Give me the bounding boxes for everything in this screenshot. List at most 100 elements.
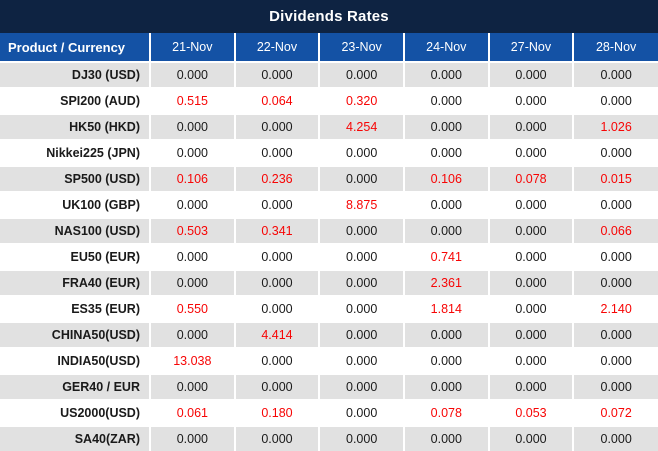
rate-cell: 0.320 [318, 87, 405, 115]
rate-cell: 0.000 [318, 165, 405, 193]
rate-cell: 0.000 [487, 269, 575, 297]
table-body: DJ30 (USD) 0.000 0.000 0.000 0.000 0.000 0.000… [0, 61, 658, 451]
product-currency-header: Product / Currency [0, 33, 151, 63]
product-label: SA40(ZAR) [0, 425, 151, 451]
rate-cell: 0.000 [572, 139, 658, 167]
rate-cell: 0.180 [233, 399, 321, 427]
rate-cell: 0.061 [149, 399, 236, 427]
rate-cell: 0.000 [233, 347, 321, 375]
rate-cell: 0.515 [149, 87, 236, 115]
rate-cell: 0.000 [149, 425, 236, 451]
rate-cell: 0.000 [572, 269, 658, 297]
table-row: GER40 / EUR 0.000 0.000 0.000 0.000 0.000 0.00… [0, 373, 658, 401]
product-label: GER40 / EUR [0, 373, 151, 401]
rate-cell: 0.000 [402, 217, 490, 245]
rate-cell: 0.000 [487, 61, 575, 89]
page-title-text: Dividends Rates [269, 8, 389, 25]
rate-cell: 0.000 [318, 399, 405, 427]
date-header: 21-Nov [149, 33, 236, 63]
rate-cell: 0.741 [402, 243, 490, 271]
rate-cell: 0.000 [149, 373, 236, 401]
product-label: NAS100 (USD) [0, 217, 151, 245]
product-label: DJ30 (USD) [0, 61, 151, 89]
rate-cell: 0.000 [487, 191, 575, 219]
rate-cell: 0.000 [487, 139, 575, 167]
date-header: 23-Nov [318, 33, 405, 63]
table-row: CHINA50(USD) 0.000 4.414 0.000 0.000 0.000 0.0… [0, 321, 658, 349]
rate-cell: 0.000 [318, 425, 405, 451]
rate-cell: 0.236 [233, 165, 321, 193]
table-row: NAS100 (USD) 0.503 0.341 0.000 0.000 0.000 0.0… [0, 217, 658, 245]
rate-cell: 0.000 [318, 295, 405, 323]
rate-cell: 0.000 [402, 87, 490, 115]
rate-cell: 0.000 [487, 87, 575, 115]
product-label: UK100 (GBP) [0, 191, 151, 219]
date-header: 22-Nov [233, 33, 321, 63]
product-label: SP500 (USD) [0, 165, 151, 193]
product-label: EU50 (EUR) [0, 243, 151, 271]
rate-cell: 0.000 [149, 191, 236, 219]
rate-cell: 0.106 [402, 165, 490, 193]
rate-cell: 0.000 [318, 61, 405, 89]
product-label: ES35 (EUR) [0, 295, 151, 323]
rate-cell: 0.000 [149, 113, 236, 141]
table-row: EU50 (EUR) 0.000 0.000 0.000 0.741 0.000 0.000 [0, 243, 658, 271]
rate-cell: 0.000 [318, 139, 405, 167]
rate-cell: 0.072 [572, 399, 658, 427]
rate-cell: 0.000 [233, 61, 321, 89]
table-row: DJ30 (USD) 0.000 0.000 0.000 0.000 0.000 0.000 [0, 61, 658, 89]
rate-cell: 0.053 [487, 399, 575, 427]
table-row: SPI200 (AUD) 0.515 0.064 0.320 0.000 0.000 0.0… [0, 87, 658, 115]
rate-cell: 0.000 [233, 139, 321, 167]
table-row: INDIA50(USD) 13.038 0.000 0.000 0.000 0.000 0.… [0, 347, 658, 375]
table-row: SA40(ZAR) 0.000 0.000 0.000 0.000 0.000 0.000 [0, 425, 658, 451]
product-label: US2000(USD) [0, 399, 151, 427]
header-row: Product / Currency 21-Nov 22-Nov 23-Nov 24-… [0, 33, 658, 63]
rate-cell: 0.000 [402, 425, 490, 451]
rate-cell: 0.000 [572, 347, 658, 375]
rate-cell: 0.000 [572, 243, 658, 271]
rate-cell: 0.550 [149, 295, 236, 323]
table-row: ES35 (EUR) 0.550 0.000 0.000 1.814 0.000 2.140 [0, 295, 658, 323]
rate-cell: 0.000 [487, 347, 575, 375]
rate-cell: 0.000 [402, 139, 490, 167]
rate-cell: 0.000 [233, 373, 321, 401]
rate-cell: 0.000 [318, 321, 405, 349]
table-row: UK100 (GBP) 0.000 0.000 8.875 0.000 0.000 0.00… [0, 191, 658, 219]
rate-cell: 8.875 [318, 191, 405, 219]
rate-cell: 0.000 [487, 321, 575, 349]
rate-cell: 0.000 [487, 425, 575, 451]
product-label: Nikkei225 (JPN) [0, 139, 151, 167]
rate-cell: 0.078 [402, 399, 490, 427]
rate-cell: 0.015 [572, 165, 658, 193]
rate-cell: 0.000 [487, 373, 575, 401]
rate-cell: 0.000 [233, 295, 321, 323]
rate-cell: 0.064 [233, 87, 321, 115]
table-row: US2000(USD) 0.061 0.180 0.000 0.078 0.053 0.07… [0, 399, 658, 427]
rate-cell: 0.106 [149, 165, 236, 193]
product-label: SPI200 (AUD) [0, 87, 151, 115]
rate-cell: 1.026 [572, 113, 658, 141]
rate-cell: 0.000 [487, 295, 575, 323]
product-label: INDIA50(USD) [0, 347, 151, 375]
page-title: Dividends Rates [0, 0, 658, 33]
table-row: FRA40 (EUR) 0.000 0.000 0.000 2.361 0.000 0.00… [0, 269, 658, 297]
rate-cell: 0.341 [233, 217, 321, 245]
rate-cell: 0.000 [572, 425, 658, 451]
product-label: FRA40 (EUR) [0, 269, 151, 297]
rate-cell: 2.140 [572, 295, 658, 323]
rate-cell: 0.000 [149, 321, 236, 349]
rate-cell: 0.000 [402, 373, 490, 401]
date-header: 27-Nov [487, 33, 575, 63]
date-header: 24-Nov [402, 33, 490, 63]
product-label: HK50 (HKD) [0, 113, 151, 141]
rate-cell: 1.814 [402, 295, 490, 323]
rate-cell: 0.000 [572, 87, 658, 115]
rate-cell: 0.000 [149, 61, 236, 89]
rate-cell: 0.000 [318, 243, 405, 271]
rate-cell: 2.361 [402, 269, 490, 297]
rate-cell: 0.000 [402, 347, 490, 375]
rate-cell: 0.000 [572, 321, 658, 349]
rate-cell: 0.000 [572, 191, 658, 219]
